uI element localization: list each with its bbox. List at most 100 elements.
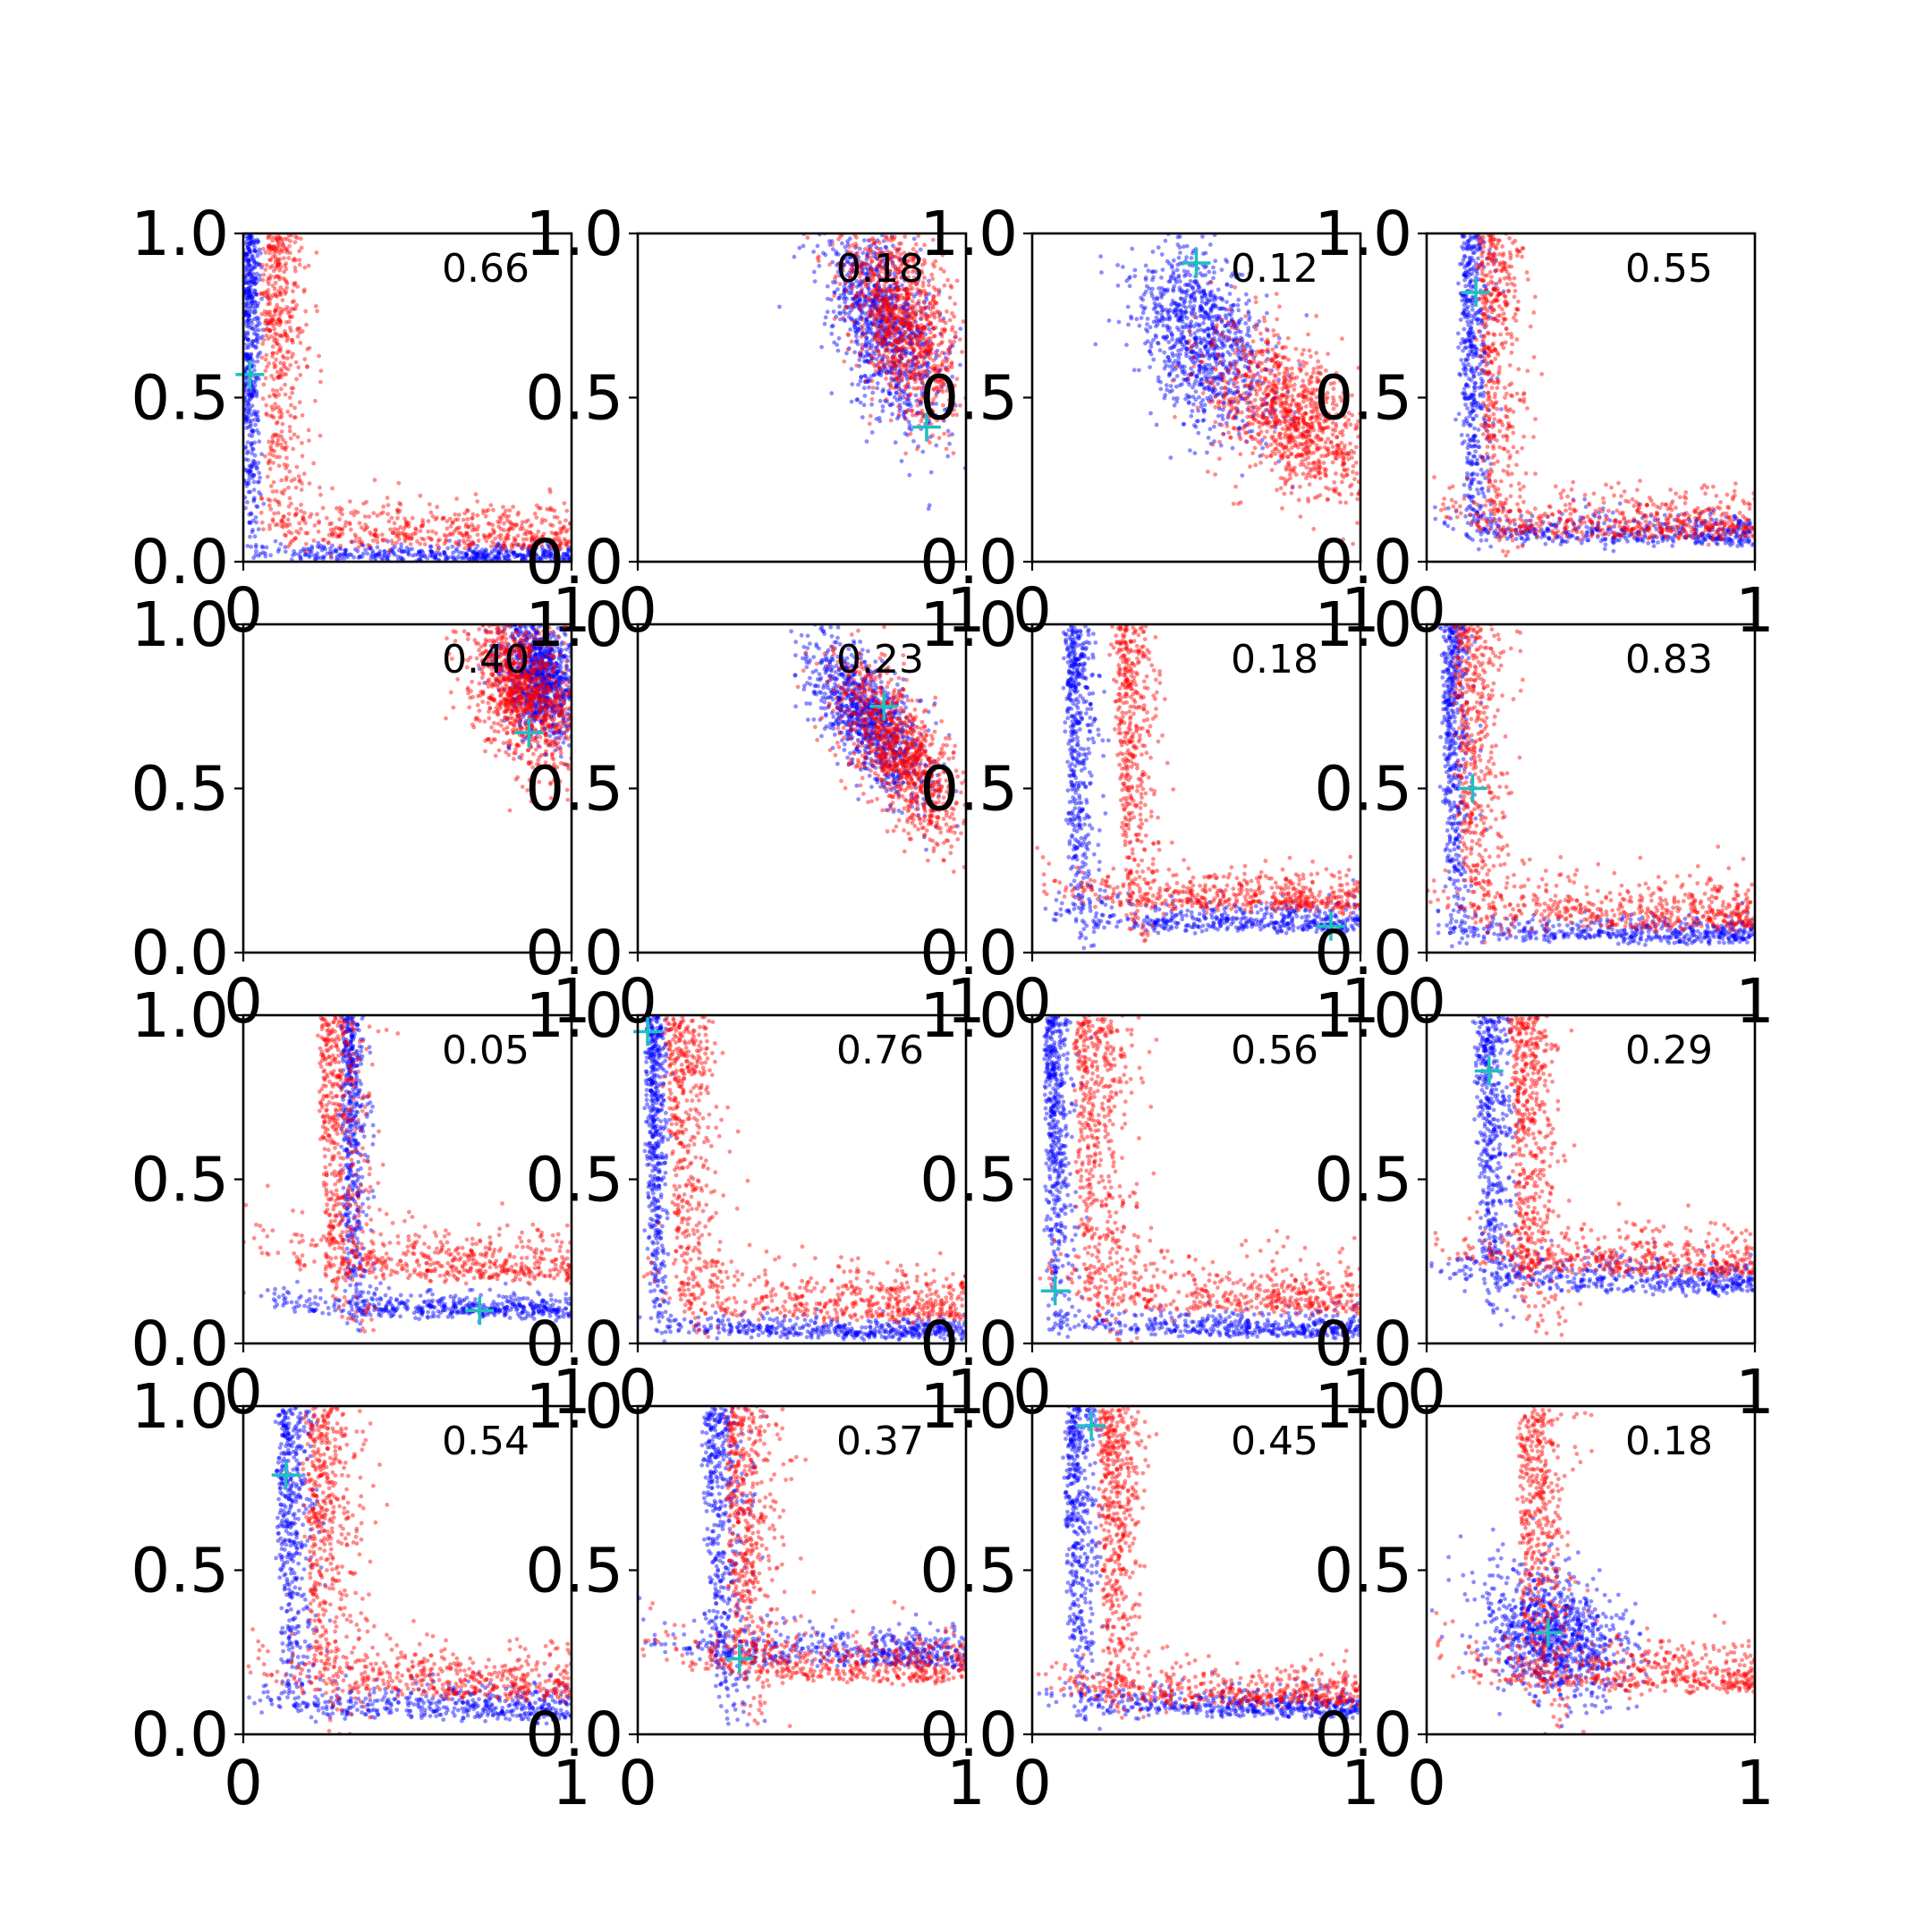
scatter-point-red bbox=[445, 519, 450, 524]
scatter-point-blue bbox=[450, 544, 455, 549]
scatter-point-blue bbox=[246, 290, 251, 295]
scatter-point-red bbox=[338, 543, 343, 548]
scatter-point-blue bbox=[1285, 390, 1290, 395]
scatter-point-red bbox=[476, 524, 481, 529]
scatter-point-blue bbox=[1196, 283, 1201, 287]
scatter-point-red bbox=[274, 246, 279, 251]
scatter-point-blue bbox=[901, 370, 906, 376]
scatter-point-red bbox=[910, 299, 915, 304]
scatter-point-blue bbox=[467, 547, 472, 553]
scatter-point-red bbox=[389, 515, 394, 521]
scatter-point-red bbox=[368, 544, 372, 548]
scatter-point-red bbox=[362, 514, 368, 519]
scatter-point-blue bbox=[1250, 414, 1255, 419]
scatter-point-blue bbox=[1191, 285, 1196, 290]
scatter-point-red bbox=[906, 326, 911, 332]
scatter-point-blue bbox=[243, 380, 249, 386]
scatter-point-blue bbox=[466, 547, 471, 553]
scatter-point-red bbox=[371, 538, 376, 543]
scatter-point-blue bbox=[850, 382, 855, 386]
scatter-point-red bbox=[832, 293, 837, 299]
scatter-point-blue bbox=[253, 462, 258, 468]
scatter-point-red bbox=[869, 413, 873, 419]
scatter-point-blue bbox=[913, 311, 919, 316]
scatter-point-blue bbox=[869, 343, 875, 348]
scatter-point-blue bbox=[451, 556, 456, 562]
scatter-point-blue bbox=[1229, 401, 1233, 405]
scatter-point-red bbox=[1342, 462, 1347, 467]
scatter-point-red bbox=[1335, 443, 1340, 447]
scatter-point-red bbox=[311, 461, 316, 466]
scatter-point-blue bbox=[1247, 318, 1251, 322]
scatter-point-red bbox=[501, 543, 506, 548]
scatter-point-blue bbox=[1194, 374, 1199, 379]
scatter-point-blue bbox=[251, 239, 257, 244]
scatter-point-red bbox=[918, 317, 923, 321]
scatter-point-red bbox=[1300, 394, 1305, 399]
scatter-point-red bbox=[1326, 487, 1331, 492]
scatter-point-blue bbox=[1183, 272, 1189, 277]
scatter-point-blue bbox=[1145, 317, 1150, 321]
scatter-point-blue bbox=[411, 553, 415, 558]
scatter-point-blue bbox=[1193, 424, 1199, 429]
scatter-point-blue bbox=[874, 417, 879, 421]
scatter-point-red bbox=[906, 296, 911, 301]
scatter-point-red bbox=[918, 337, 922, 343]
scatter-point-blue bbox=[1228, 312, 1233, 318]
scatter-point-blue bbox=[1208, 343, 1214, 348]
scatter-point-blue bbox=[473, 547, 479, 552]
scatter-point-blue bbox=[891, 363, 896, 369]
scatter-point-red bbox=[1278, 476, 1284, 480]
scatter-point-red bbox=[877, 240, 882, 245]
scatter-point-blue bbox=[1192, 311, 1198, 316]
scatter-point-red bbox=[879, 342, 884, 346]
scatter-point-blue bbox=[1243, 424, 1248, 428]
scatter-point-blue bbox=[307, 547, 312, 552]
scatter-point-red bbox=[1310, 462, 1316, 466]
scatter-point-blue bbox=[474, 551, 479, 556]
scatter-point-blue bbox=[254, 241, 259, 245]
scatter-point-blue bbox=[1143, 289, 1148, 294]
scatter-point-red bbox=[928, 377, 933, 381]
scatter-point-red bbox=[491, 507, 496, 513]
scatter-point-blue bbox=[246, 258, 251, 263]
scatter-point-red bbox=[889, 369, 894, 375]
scatter-point-blue bbox=[247, 354, 252, 360]
scatter-point-red bbox=[852, 262, 856, 267]
scatter-point-blue bbox=[305, 547, 309, 552]
scatter-point-blue bbox=[1156, 245, 1161, 250]
scatter-point-red bbox=[926, 347, 931, 352]
scatter-point-blue bbox=[876, 280, 881, 285]
scatter-point-blue bbox=[391, 550, 396, 555]
scatter-point-blue bbox=[862, 359, 867, 364]
scatter-point-red bbox=[929, 310, 935, 316]
scatter-point-blue bbox=[851, 282, 856, 286]
scatter-point-blue bbox=[889, 376, 894, 381]
scatter-point-red bbox=[894, 287, 900, 292]
scatter-point-red bbox=[1343, 451, 1348, 456]
scatter-point-blue bbox=[913, 335, 919, 340]
scatter-point-blue bbox=[1213, 258, 1218, 264]
scatter-point-red bbox=[911, 377, 917, 382]
scatter-point-blue bbox=[256, 431, 261, 436]
scatter-point-red bbox=[936, 309, 940, 314]
scatter-point-blue bbox=[520, 554, 524, 559]
scatter-point-blue bbox=[1171, 396, 1176, 401]
scatter-point-blue bbox=[251, 487, 257, 492]
scatter-point-red bbox=[426, 529, 431, 534]
scatter-point-red bbox=[869, 279, 873, 284]
scatter-point-red bbox=[873, 314, 878, 318]
scatter-point-blue bbox=[1206, 281, 1210, 286]
scatter-point-blue bbox=[244, 352, 250, 357]
scatter-point-blue bbox=[320, 555, 326, 560]
scatter-point-red bbox=[267, 458, 272, 462]
scatter-point-red bbox=[842, 262, 846, 267]
scatter-point-red bbox=[280, 353, 285, 359]
scatter-point-red bbox=[270, 247, 275, 252]
scatter-point-blue bbox=[903, 369, 909, 374]
scatter-point-blue bbox=[1163, 238, 1168, 243]
scatter-point-red bbox=[908, 255, 913, 259]
scatter-point-red bbox=[884, 298, 889, 302]
scatter-point-red bbox=[871, 356, 876, 360]
scatter-point-blue bbox=[1098, 254, 1103, 259]
